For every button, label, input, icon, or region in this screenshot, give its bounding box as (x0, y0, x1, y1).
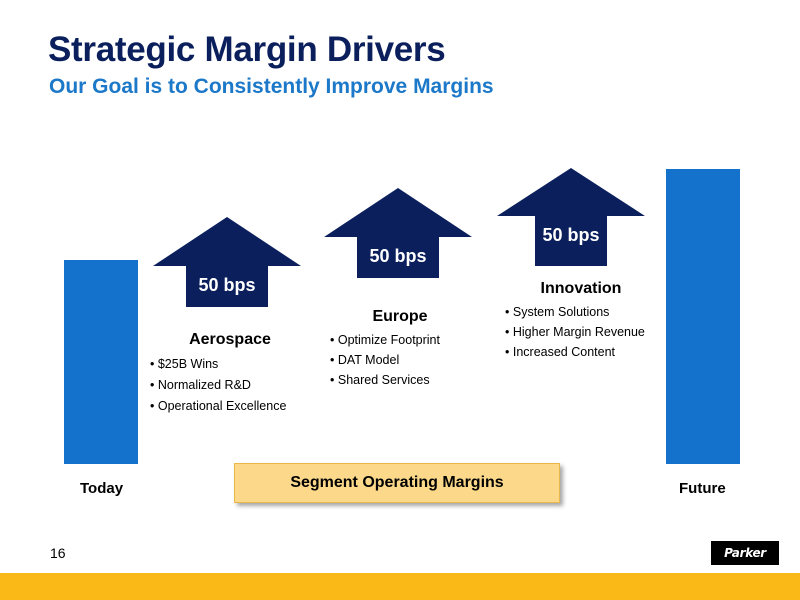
today-bar (64, 260, 138, 464)
list-item: DAT Model (330, 350, 470, 370)
up-arrow-icon (324, 188, 472, 278)
list-item: $25B Wins (150, 354, 310, 375)
aerospace-title: Aerospace (189, 331, 271, 348)
aerospace-arrow: 50 bps (153, 217, 301, 307)
aerospace-driver: Aerospace $25B Wins Normalized R&D Opera… (150, 331, 310, 417)
parker-logo: Parker (711, 541, 779, 565)
list-item: Shared Services (330, 370, 470, 390)
page-number: 16 (50, 545, 66, 561)
segment-operating-margins-label: Segment Operating Margins (290, 474, 504, 491)
aerospace-bullets: $25B Wins Normalized R&D Operational Exc… (150, 354, 310, 417)
list-item: Operational Excellence (150, 396, 310, 417)
aerospace-bps: 50 bps (198, 275, 256, 295)
up-arrow-icon (153, 217, 301, 307)
future-label: Future (679, 480, 726, 497)
segment-operating-margins-box: Segment Operating Margins (234, 463, 560, 503)
europe-driver: Europe Optimize Footprint DAT Model Shar… (330, 308, 470, 390)
parker-logo-text: Parker (724, 546, 766, 560)
europe-arrow: 50 bps (324, 188, 472, 278)
europe-title: Europe (372, 308, 428, 325)
europe-bullets: Optimize Footprint DAT Model Shared Serv… (330, 330, 470, 390)
europe-bps: 50 bps (369, 246, 427, 266)
innovation-bullets: System Solutions Higher Margin Revenue I… (505, 302, 665, 362)
list-item: Increased Content (505, 342, 665, 362)
footer-bar (0, 573, 800, 600)
slide-title: Strategic Margin Drivers (48, 30, 446, 69)
today-label: Today (80, 480, 124, 497)
innovation-driver: Innovation System Solutions Higher Margi… (505, 280, 665, 362)
list-item: Optimize Footprint (330, 330, 470, 350)
list-item: System Solutions (505, 302, 665, 322)
future-bar (666, 169, 740, 464)
up-arrow-icon (497, 168, 645, 266)
list-item: Normalized R&D (150, 375, 310, 396)
innovation-arrow: 50 bps (497, 168, 645, 266)
list-item: Higher Margin Revenue (505, 322, 665, 342)
innovation-title: Innovation (540, 280, 622, 297)
slide-subtitle: Our Goal is to Consistently Improve Marg… (49, 75, 494, 98)
innovation-bps: 50 bps (542, 225, 600, 245)
